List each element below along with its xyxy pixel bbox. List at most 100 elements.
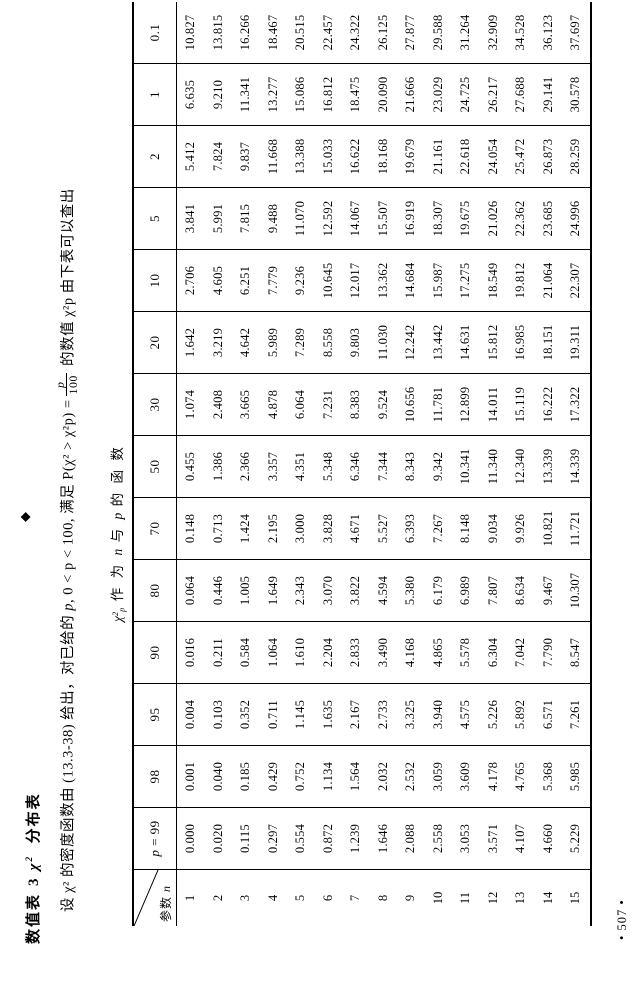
chi-value-cell: 21.064 <box>534 249 562 312</box>
chi-value-cell: 1.564 <box>342 745 370 808</box>
chi-value-cell: 13.815 <box>210 14 225 51</box>
chi-value-cell: 13.339 <box>534 435 562 498</box>
table-row: 4 0.297 0.429 0.711 1.064 1.649 2.195 3.357 4.87… <box>259 2 287 926</box>
chi-value-cell: 9.488 <box>259 187 287 250</box>
chi-value-cell: 2.532 <box>397 745 425 808</box>
chi-value-cell: 0.064 <box>176 559 205 622</box>
chi-value-cell: 11.030 <box>369 311 397 374</box>
chi-value-cell: 13.388 <box>287 125 315 188</box>
column-header-1: 1 <box>133 63 177 126</box>
table-row: 2 0.020 0.040 0.103 0.211 0.446 0.713 1.386 2.40… <box>204 2 232 926</box>
chi-value-cell: 7.807 <box>479 559 507 622</box>
chi-value-cell: 3.357 <box>259 435 287 498</box>
column-header-2: 2 <box>133 125 177 188</box>
table-row: 15 5.229 5.985 7.261 8.547 10.307 11.721 14.339… <box>562 2 591 926</box>
chi-value-cell: 11.340 <box>479 435 507 498</box>
chi-value-cell: 30.578 <box>562 63 591 126</box>
chi-value-cell: 20.090 <box>369 63 397 126</box>
table-header-row: 参数 n p = 99 98 95 90 80 70 50 30 20 10 5… <box>133 2 177 926</box>
chi-value-cell: 7.815 <box>232 187 260 250</box>
chi-value-cell: 0.872 <box>314 807 342 870</box>
chi-value-cell: 11.781 <box>424 373 452 436</box>
table-row: 10 2.558 3.059 3.940 4.865 6.179 7.267 9.342 11.… <box>424 2 452 926</box>
chi-value-cell: 13.442 <box>424 311 452 374</box>
chi-value-cell: 6.251 <box>232 249 260 312</box>
chi-value-cell: 7.779 <box>259 249 287 312</box>
chi-value-cell: 1.649 <box>259 559 287 622</box>
chi-value-cell: 0.446 <box>204 559 232 622</box>
chi-value-cell: 10.827 <box>183 14 198 51</box>
chi-value-cell: 0.752 <box>287 745 315 808</box>
title-suffix: 分布表 <box>26 792 42 844</box>
column-header-50: 50 <box>133 435 177 498</box>
chi-value-cell: 3.000 <box>287 497 315 560</box>
chi-value-cell: 5.226 <box>479 683 507 746</box>
table-row: 1 0.000 0.001 0.004 0.016 0.064 0.148 0.455 1.07… <box>176 2 205 926</box>
caption-text-3: 的 函 数 <box>110 444 125 507</box>
caption-p-symbol: p <box>110 512 125 520</box>
chi-value-cell: 2.088 <box>397 807 425 870</box>
chi-value-cell: 23.029 <box>424 63 452 126</box>
chi-value-cell: 17.322 <box>562 373 591 436</box>
row-label-n: 5 <box>287 869 315 926</box>
column-header-98: 98 <box>133 745 177 808</box>
chi-value-cell: 21.026 <box>479 187 507 250</box>
chi-value-cell: 5.380 <box>397 559 425 622</box>
column-header-80: 80 <box>133 559 177 622</box>
chi-value-cell: 18.467 <box>265 14 280 51</box>
chi-value-cell: 9.034 <box>479 497 507 560</box>
description-probability: P(χ² > χ²p) = <box>60 399 77 480</box>
chi-value-cell: 6.064 <box>287 373 315 436</box>
table-row: 9 2.088 2.532 3.325 4.168 5.380 6.393 8.343 10.6… <box>397 2 425 926</box>
corner-diagonal-icon <box>134 870 159 926</box>
chi-value-cell: 9.342 <box>424 435 452 498</box>
chi-value-cell: 16.266 <box>238 14 253 51</box>
row-label-n: 3 <box>232 869 260 926</box>
chi-value-cell: 1.642 <box>176 311 205 374</box>
title-number: 3 <box>26 877 42 886</box>
page-title: 数值表 3 χ2 分布表 <box>22 792 43 944</box>
chi-value-cell: 26.125 <box>375 14 390 51</box>
table-row: 8 1.646 2.032 2.733 3.490 4.594 5.527 7.344 9.52… <box>369 2 397 926</box>
chi-value-cell: 10.645 <box>314 249 342 312</box>
chi-value-cell: 15.033 <box>314 125 342 188</box>
chi-value-cell: 6.989 <box>452 559 480 622</box>
column-header-20: 20 <box>133 311 177 374</box>
chi-value-cell: 4.671 <box>342 497 370 560</box>
title-symbol: χ2 <box>25 854 42 871</box>
row-label-n: 8 <box>369 869 397 926</box>
chi-value-cell: 1.064 <box>259 621 287 684</box>
chi-value-cell: 8.634 <box>507 559 535 622</box>
chi-value-cell: 0.429 <box>259 745 287 808</box>
chi-value-cell: 2.366 <box>232 435 260 498</box>
chi-value-cell: 16.812 <box>314 63 342 126</box>
chi-value-cell: 13.362 <box>369 249 397 312</box>
row-label-n: 15 <box>562 869 591 926</box>
chi-value-cell: 26.873 <box>534 125 562 188</box>
chi-value-cell: 4.660 <box>534 807 562 870</box>
chi-value-cell: 19.311 <box>562 311 591 374</box>
chi-value-cell: 0.554 <box>287 807 315 870</box>
chi-value-cell: 12.899 <box>452 373 480 436</box>
chi-value-cell: 18.307 <box>424 187 452 250</box>
chi-value-cell: 2.833 <box>342 621 370 684</box>
table-row: 11 3.053 3.609 4.575 5.578 6.989 8.148 10.341 12… <box>452 2 480 926</box>
fraction-denominator: 100 <box>66 375 81 395</box>
chi-value-cell: 12.017 <box>342 249 370 312</box>
function-caption: χ2p 作 为 n 与 p 的 函 数 <box>106 444 127 622</box>
chi-value-cell: 5.991 <box>204 187 232 250</box>
chi-value-cell: 2.706 <box>176 249 205 312</box>
table-row: 13 4.107 4.765 5.892 7.042 8.634 9.926 12.340 15… <box>507 2 535 926</box>
chi-value-cell: 9.210 <box>204 63 232 126</box>
chi-value-cell: 19.812 <box>507 249 535 312</box>
chi-value-cell: 1.145 <box>287 683 315 746</box>
table-row: 14 4.660 5.368 6.571 7.790 9.467 10.821 13.339 1… <box>534 2 562 926</box>
chi-value-cell: 16.919 <box>397 187 425 250</box>
chi-value-cell: 17.275 <box>452 249 480 312</box>
column-header-01: 0.1 <box>133 2 177 64</box>
chi-value-cell: 0.016 <box>176 621 205 684</box>
chi-value-cell: 21.161 <box>424 125 452 188</box>
chi-value-cell: 2.408 <box>204 373 232 436</box>
chi-value-cell: 7.344 <box>369 435 397 498</box>
